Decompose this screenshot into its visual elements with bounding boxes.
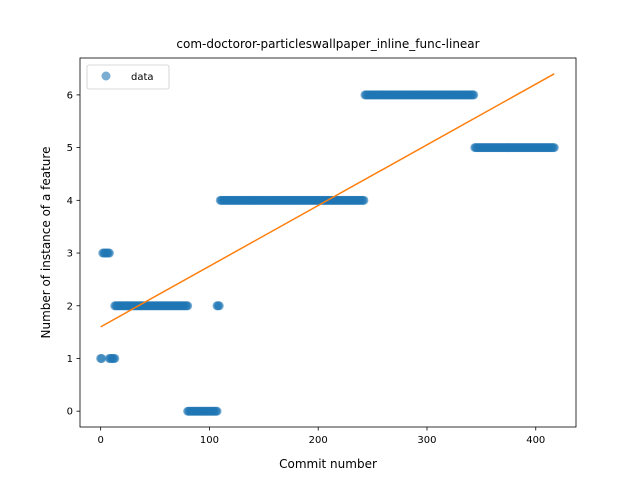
data-point — [212, 406, 222, 416]
chart-title: com-doctoror-particleswallpaper_inline_f… — [176, 37, 479, 51]
data-point — [214, 301, 224, 311]
legend-label: data — [131, 72, 154, 83]
y-tick-label: 5 — [67, 143, 73, 154]
y-tick-label: 4 — [67, 196, 73, 207]
fit-line-layer — [100, 73, 555, 328]
legend: data — [86, 64, 170, 90]
y-tick-label: 2 — [67, 301, 73, 312]
data-point — [97, 353, 107, 363]
x-tick-label: 400 — [526, 435, 545, 446]
data-points — [96, 90, 559, 416]
y-ticks: 0 1 2 3 4 5 6 — [67, 90, 80, 418]
y-axis-label: Number of instance of a feature — [39, 147, 53, 339]
data-point — [104, 248, 114, 258]
y-tick-label: 1 — [67, 354, 73, 365]
x-tick-label: 0 — [97, 435, 103, 446]
x-tick-label: 100 — [200, 435, 219, 446]
fit-line — [100, 73, 555, 328]
y-tick-label: 6 — [67, 90, 73, 101]
legend-marker — [101, 71, 111, 81]
data-point — [183, 301, 193, 311]
x-ticks: 0 100 200 300 400 — [97, 427, 545, 446]
y-tick-label: 0 — [67, 407, 73, 418]
x-tick-label: 200 — [309, 435, 328, 446]
plot-frame — [79, 57, 577, 428]
x-axis-label: Commit number — [279, 457, 377, 471]
y-tick-label: 3 — [67, 249, 73, 260]
data-point — [110, 353, 120, 363]
data-point — [549, 143, 559, 153]
x-tick-label: 300 — [417, 435, 436, 446]
data-point — [359, 195, 369, 205]
data-point — [469, 90, 479, 100]
legend-box — [86, 64, 170, 90]
